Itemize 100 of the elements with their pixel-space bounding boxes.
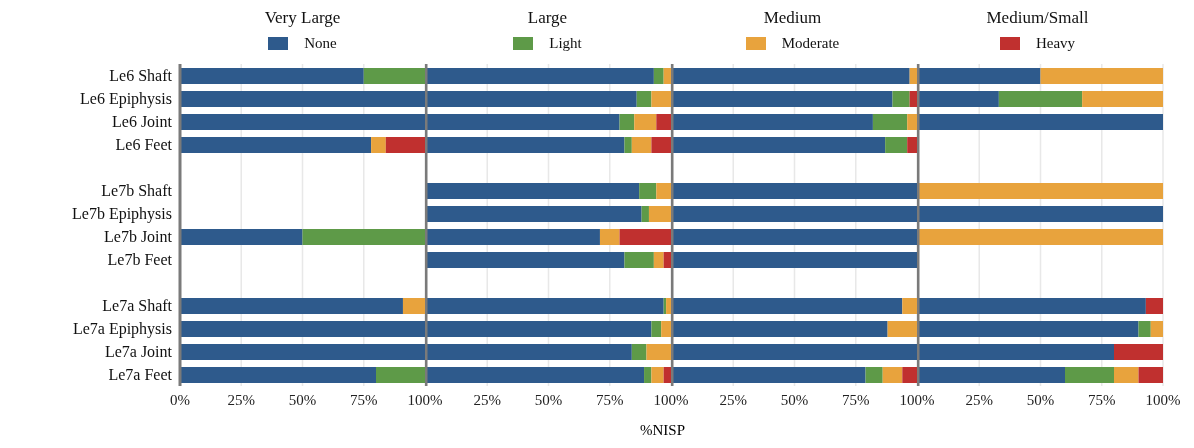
bar (892, 91, 910, 107)
bar (631, 344, 647, 360)
legend-label: None (304, 34, 337, 52)
y-tick-label: Le6 Feet (115, 136, 173, 154)
x-tick-label: 0% (170, 391, 190, 408)
bar (882, 367, 903, 383)
bar (619, 114, 635, 130)
bar (385, 137, 425, 153)
legend-label: Moderate (781, 34, 840, 52)
bar (885, 137, 908, 153)
y-tick-label: Le6 Shaft (109, 67, 173, 85)
bar (1040, 68, 1163, 84)
x-tick-label: 100% (653, 391, 689, 408)
bar (180, 68, 364, 84)
bar (651, 91, 671, 107)
x-tick-label: 50% (534, 391, 563, 408)
bar (426, 206, 642, 222)
y-tick-label: Le6 Epiphysis (80, 90, 172, 109)
legend-label: Heavy (1035, 34, 1076, 52)
x-tick-label: 100% (407, 391, 443, 408)
bar (663, 252, 671, 268)
y-tick-label: Le7a Epiphysis (72, 320, 172, 339)
x-tick-label: 75% (350, 391, 378, 408)
bar (1150, 321, 1163, 337)
bar (907, 114, 917, 130)
bar (1114, 367, 1139, 383)
x-tick-label: 25% (227, 391, 255, 408)
bar (180, 298, 403, 314)
y-tick-label: Le7b Shaft (101, 182, 173, 200)
bar (624, 252, 654, 268)
y-tick-label: Le7a Feet (108, 366, 173, 384)
bar (646, 344, 671, 360)
bar (651, 367, 664, 383)
y-tick-label: Le7b Joint (104, 228, 173, 246)
bar (661, 321, 671, 337)
bar (907, 137, 917, 153)
bar (402, 298, 425, 314)
bar (865, 367, 883, 383)
bar (651, 321, 662, 337)
bar (1145, 298, 1163, 314)
y-tick-label: Le7b Feet (107, 251, 173, 269)
bar (376, 367, 425, 383)
bar (656, 114, 671, 130)
bar (872, 114, 908, 130)
bar (644, 367, 652, 383)
bar (363, 68, 425, 84)
y-tick-label: Le6 Joint (112, 113, 173, 131)
bar (1082, 91, 1163, 107)
bar (180, 137, 372, 153)
x-tick-label: 75% (1088, 391, 1116, 408)
bar (656, 183, 671, 199)
bar (663, 367, 671, 383)
y-tick-label: Le7a Joint (104, 343, 173, 361)
bar (1065, 367, 1114, 383)
x-tick-label: 25% (719, 391, 747, 408)
bar (651, 137, 671, 153)
bar (641, 206, 649, 222)
chart-title: Medium/Small (985, 8, 1090, 29)
bar (1114, 344, 1163, 360)
bar (426, 183, 640, 199)
bar (902, 367, 917, 383)
bar (663, 68, 671, 84)
x-tick-label: 50% (780, 391, 809, 408)
bar (653, 68, 664, 84)
bar (998, 91, 1083, 107)
bar (631, 137, 652, 153)
bar (1138, 367, 1163, 383)
x-tick-label: 25% (965, 391, 993, 408)
bar (634, 114, 657, 130)
bar (653, 252, 664, 268)
bar (180, 367, 376, 383)
x-tick-label: 100% (899, 391, 935, 408)
bar (902, 298, 917, 314)
bar (639, 183, 657, 199)
bar (636, 91, 652, 107)
bar (1138, 321, 1151, 337)
x-tick-label: 100% (1145, 391, 1181, 408)
chart-title: Medium (762, 8, 823, 29)
y-tick-label: Le7b Epiphysis (72, 205, 172, 224)
legend-label: Light (549, 34, 582, 52)
x-tick-label: 50% (288, 391, 317, 408)
bar (180, 229, 303, 245)
bar (909, 91, 917, 107)
bar (426, 252, 625, 268)
y-tick-label: Le7a Shaft (102, 297, 173, 315)
chart-title: Large (526, 8, 569, 29)
x-axis-title: %NISP (639, 422, 686, 439)
bar (371, 137, 386, 153)
x-tick-label: 75% (842, 391, 870, 408)
bar (887, 321, 917, 337)
bar (666, 298, 671, 314)
chart-title: Very Large (263, 8, 342, 29)
bar (619, 229, 671, 245)
bar (648, 206, 671, 222)
x-tick-label: 75% (596, 391, 624, 408)
bar (624, 137, 632, 153)
bar (599, 229, 620, 245)
bar (909, 68, 917, 84)
x-tick-label: 50% (1026, 391, 1055, 408)
x-tick-label: 25% (473, 391, 501, 408)
